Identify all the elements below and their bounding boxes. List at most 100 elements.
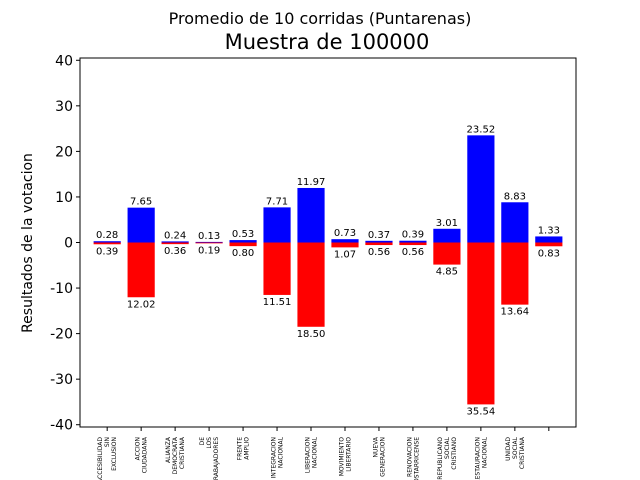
bar-negative — [467, 242, 495, 405]
x-tick-label-line: UNIDAD — [505, 437, 512, 461]
y-tick-label: 30 — [55, 99, 73, 115]
x-tick-label-line: SOCIAL — [512, 436, 519, 459]
value-label-positive: 3.01 — [436, 218, 458, 229]
x-tick-label-line: LIBERTARIO — [345, 437, 352, 472]
x-tick-label-line: DEMOCRATA — [172, 436, 179, 474]
x-tick-label-line: NACIONAL — [278, 436, 285, 468]
y-tick-label: 0 — [64, 236, 73, 252]
y-tick-label: 10 — [55, 190, 73, 206]
x-tick-label-line: LIBERACION — [305, 437, 312, 473]
y-tick-label: 40 — [55, 53, 73, 69]
x-tick-label: REPUBLICANOSOCIALCRISTIANO — [437, 436, 458, 479]
chart-title: Muestra de 100000 — [225, 30, 430, 54]
value-label-positive: 7.65 — [130, 197, 152, 208]
x-tick-label: UNIDADSOCIALCRISTIANA — [505, 436, 526, 469]
x-tick-label: NUEVAGENERACION — [372, 436, 386, 477]
x-tick-label-line: NACIONAL — [481, 436, 488, 468]
value-label-negative: 12.02 — [127, 299, 156, 310]
value-label-positive: 0.53 — [232, 229, 254, 240]
value-label-negative: 0.56 — [402, 247, 424, 258]
y-tick-label: 20 — [55, 144, 73, 160]
bar-positive — [331, 239, 359, 243]
x-tick-label-line: RESTAURACION — [474, 437, 481, 480]
x-tick-label-line: ACCION — [135, 437, 142, 460]
x-tick-label-line: DE — [199, 437, 206, 446]
x-tick-label: LIBERACIONNACIONAL — [305, 436, 319, 473]
x-tick-label-line: CRISTIANO — [451, 437, 458, 470]
x-tick-label: ALIANZADEMOCRATACRISTIANA — [165, 436, 186, 474]
bar-negative — [501, 242, 529, 305]
bar-negative — [161, 242, 189, 245]
value-label-positive: 7.71 — [266, 196, 288, 207]
bar-negative — [93, 242, 121, 245]
value-label-negative: 0.36 — [164, 246, 186, 257]
x-tick-label-line: CRISTIANA — [519, 436, 526, 469]
y-tick-label: -20 — [50, 327, 73, 343]
x-tick-label: DELOSTRABAJADORES — [199, 437, 220, 480]
x-tick-label: ACCIONCIUDADANA — [135, 436, 149, 473]
bar-negative — [229, 242, 257, 247]
value-label-negative: 0.56 — [368, 247, 390, 258]
y-tick-label: -30 — [50, 372, 73, 388]
bar-positive — [93, 241, 121, 243]
x-tick-label: ACCESIBILIDADSINEXCLUSION — [97, 437, 118, 480]
value-label-negative: 0.83 — [538, 248, 560, 259]
x-tick-label-line: GENERACION — [379, 437, 386, 477]
x-tick-label-line: ALIANZA — [165, 436, 172, 463]
bar-positive — [467, 135, 495, 243]
bar-positive — [161, 241, 189, 243]
x-tick-label: MOVIMIENTOLIBERTARIO — [338, 437, 352, 477]
bar-negative — [365, 242, 393, 246]
bar-positive — [297, 187, 325, 243]
bar-positive — [433, 228, 461, 243]
x-tick-label-line: MOVIMIENTO — [338, 437, 345, 477]
x-tick-label: INTEGRACIONNACIONAL — [271, 436, 285, 478]
x-tick-label-line: AMPLIO — [244, 437, 251, 460]
bar-positive — [501, 202, 529, 243]
value-label-positive: 8.83 — [504, 191, 526, 202]
bar-negative — [433, 242, 461, 265]
bar-positive — [229, 240, 257, 243]
value-label-negative: 35.54 — [467, 406, 496, 417]
value-label-negative: 18.50 — [297, 329, 326, 340]
bar-positive — [535, 236, 563, 243]
bar-positive — [263, 207, 291, 243]
value-label-positive: 0.28 — [96, 230, 118, 241]
value-label-negative: 0.19 — [198, 245, 220, 256]
x-tick-label-line: NUEVA — [372, 436, 379, 457]
value-label-negative: 11.51 — [263, 297, 292, 308]
y-axis-label: Resultados de la votacion — [20, 153, 36, 333]
chart-suptitle: Promedio de 10 corridas (Puntarenas) — [169, 9, 472, 28]
y-tick-label: -10 — [50, 281, 73, 297]
x-tick-label-line: CRISTIANA — [179, 436, 186, 469]
value-label-negative: 0.39 — [96, 246, 118, 257]
x-tick-label-line: CIUDADANA — [142, 436, 149, 473]
plot-area: 0.28 7.65 0.24 0.13 0.53 7.71 11.97 0.73 0.37 0.3… — [50, 53, 577, 480]
bar-positive — [365, 240, 393, 243]
bar-negative — [297, 242, 325, 327]
x-tick-label-line: NACIONAL — [312, 436, 319, 468]
x-tick-label: RENOVACIONCOSTARRICENSE — [406, 437, 420, 480]
x-tick-label-line: SOCIAL — [444, 436, 451, 459]
x-tick-label-line: COSTARRICENSE — [413, 437, 420, 480]
x-tick-label-line: TRABAJADORES — [213, 437, 220, 480]
value-label-positive: 11.97 — [297, 177, 326, 188]
bar-negative — [195, 242, 223, 244]
value-label-negative: 13.64 — [501, 307, 530, 318]
bar-negative — [535, 242, 563, 247]
value-label-positive: 0.24 — [164, 230, 186, 241]
x-tick-label-line: ACCESIBILIDAD — [97, 437, 104, 480]
value-label-positive: 1.33 — [538, 225, 560, 236]
value-label-positive: 23.52 — [467, 124, 496, 135]
value-label-positive: 0.73 — [334, 228, 356, 239]
bar-negative — [399, 242, 427, 246]
bar-negative — [263, 242, 291, 295]
value-label-negative: 1.07 — [334, 249, 356, 260]
x-tick-label-line: SIN — [104, 437, 111, 447]
x-tick-label: RESTAURACIONNACIONAL — [474, 436, 488, 480]
bar-negative — [127, 242, 155, 298]
x-tick-label-line: INTEGRACION — [271, 437, 278, 478]
x-tick-label: FRENTEAMPLIO — [237, 437, 251, 461]
y-tick-label: -40 — [50, 418, 73, 434]
